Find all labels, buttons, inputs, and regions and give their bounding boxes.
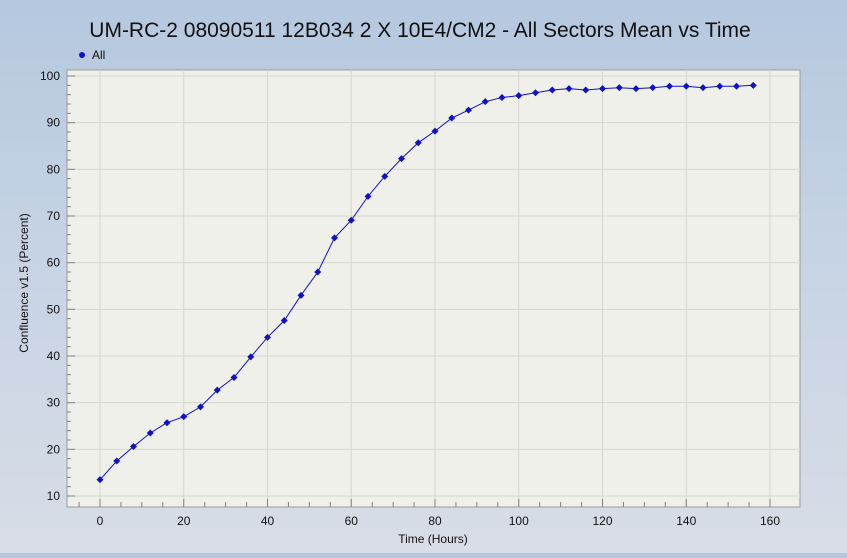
data-point xyxy=(733,82,740,90)
data-point xyxy=(632,85,640,93)
x-tick-label: 100 xyxy=(509,514,529,528)
data-point xyxy=(749,81,757,89)
data-point xyxy=(398,155,405,163)
data-point xyxy=(113,457,121,465)
data-point xyxy=(213,386,221,394)
data-point xyxy=(163,419,171,427)
data-point xyxy=(280,317,288,325)
y-tick-label: 40 xyxy=(47,349,61,363)
data-point xyxy=(565,85,573,93)
data-point xyxy=(481,98,489,106)
data-point xyxy=(431,127,439,135)
data-point xyxy=(297,291,305,299)
x-tick-label: 20 xyxy=(177,514,191,528)
data-point xyxy=(548,86,556,94)
x-tick-label: 160 xyxy=(760,514,780,528)
grid xyxy=(67,70,800,507)
series-line xyxy=(99,84,754,481)
x-tick-label: 0 xyxy=(97,514,104,528)
series-all xyxy=(96,81,757,484)
y-tick-label: 100 xyxy=(40,69,60,83)
x-tick-label: 80 xyxy=(428,514,442,528)
data-point xyxy=(699,84,707,92)
data-point xyxy=(364,192,372,200)
data-point xyxy=(615,84,623,92)
data-point xyxy=(264,333,271,341)
y-tick-label: 70 xyxy=(47,209,61,223)
data-point xyxy=(716,82,724,90)
legend-label-all: All xyxy=(92,48,105,62)
data-point xyxy=(146,429,154,437)
x-tick-label: 120 xyxy=(592,514,612,528)
data-point xyxy=(498,93,506,101)
axes: 10 20 30 40 50 60 70 80 90 100 0 20 40 60 80 100 120 140 1… xyxy=(40,69,780,528)
data-point xyxy=(230,373,238,381)
x-tick-label: 60 xyxy=(345,514,359,528)
y-tick-label: 90 xyxy=(47,116,61,130)
y-tick-label: 20 xyxy=(47,442,61,456)
chart-title: UM-RC-2 08090511 12B034 2 X 10E4/CM2 - A… xyxy=(89,19,750,42)
legend-marker xyxy=(79,52,85,58)
data-point xyxy=(331,234,338,242)
data-point xyxy=(314,268,322,276)
legend[interactable]: All xyxy=(79,48,105,62)
data-point xyxy=(247,353,255,361)
y-tick-label: 30 xyxy=(47,396,61,410)
data-point xyxy=(649,84,657,92)
data-point xyxy=(347,216,355,224)
data-point xyxy=(666,82,673,90)
y-tick-label: 50 xyxy=(47,302,61,316)
y-axis-label: Confluence v1.5 (Percent) xyxy=(17,213,31,352)
data-point xyxy=(381,172,389,180)
x-tick-label: 40 xyxy=(261,514,275,528)
y-tick-label: 60 xyxy=(47,256,61,270)
data-point xyxy=(515,92,523,100)
y-tick-label: 80 xyxy=(47,162,61,176)
data-point xyxy=(599,85,606,93)
data-point xyxy=(448,114,456,122)
x-tick-label: 140 xyxy=(676,514,696,528)
data-point xyxy=(180,413,188,421)
data-point xyxy=(130,443,137,451)
data-point xyxy=(465,106,472,114)
data-point xyxy=(96,476,104,484)
y-tick-label: 10 xyxy=(47,489,61,503)
data-point xyxy=(582,86,590,94)
data-point xyxy=(414,139,422,147)
x-axis-label: Time (Hours) xyxy=(398,532,468,546)
data-point xyxy=(532,89,539,97)
data-point xyxy=(682,82,690,90)
plot-area xyxy=(66,69,801,508)
data-point xyxy=(197,403,204,411)
